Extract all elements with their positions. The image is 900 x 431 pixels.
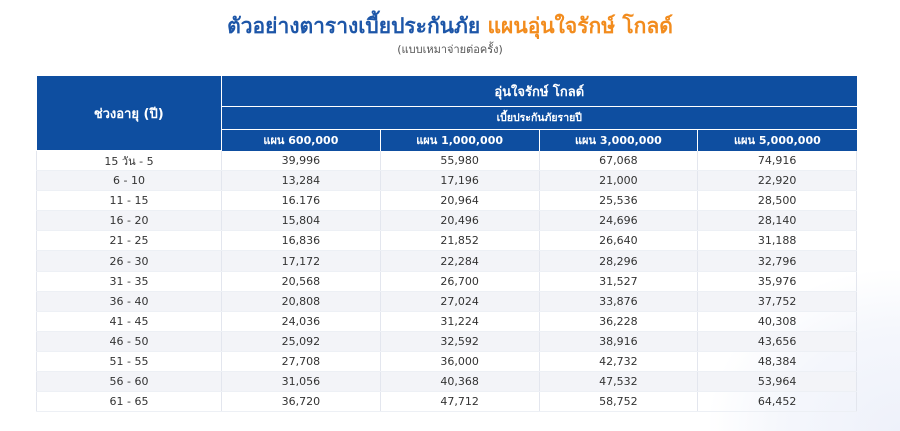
title-plan-name: แผนอุ่นใจรักษ์ โกลด์ <box>487 14 673 38</box>
premium-cell: 31,188 <box>697 230 857 252</box>
age-range-cell: 61 - 65 <box>36 391 222 413</box>
premium-cell: 13,284 <box>221 170 381 192</box>
premium-cell: 22,284 <box>380 250 540 272</box>
premium-cell: 33,876 <box>539 291 699 312</box>
age-range-cell: 46 - 50 <box>36 331 222 352</box>
premium-cell: 21,000 <box>539 170 699 192</box>
premium-cell: 36,000 <box>380 351 540 373</box>
table-row: 51 - 55 27,708 36,000 42,732 48,384 <box>36 351 857 373</box>
premium-cell: 28,296 <box>539 250 699 272</box>
premium-cell: 31,224 <box>380 311 540 332</box>
age-range-cell: 6 - 10 <box>36 170 222 192</box>
table-row: 61 - 65 36,720 47,712 58,752 64,452 <box>36 391 857 413</box>
age-range-cell: 26 - 30 <box>36 250 222 272</box>
premium-cell: 27,708 <box>221 351 381 373</box>
premium-cell: 24,696 <box>539 210 699 232</box>
premium-cell: 21,852 <box>380 230 540 252</box>
age-range-cell: 21 - 25 <box>36 230 222 252</box>
age-range-cell: 11 - 15 <box>36 190 222 212</box>
premium-cell: 67,068 <box>539 150 699 172</box>
premium-cell: 28,500 <box>697 190 857 212</box>
table-row: 26 - 30 17,172 22,284 28,296 32,796 <box>36 250 857 272</box>
premium-cell: 20,808 <box>221 291 381 312</box>
premium-cell: 26,640 <box>539 230 699 252</box>
table-header: ช่วงอายุ (ปี) อุ่นใจรักษ์ โกลด์ เบี้ยประ… <box>36 76 857 151</box>
premium-cell: 15,804 <box>221 210 381 232</box>
premium-cell: 22,920 <box>697 170 857 192</box>
table-body: 15 วัน - 5 39,996 55,980 67,068 74,916 6 - 10… <box>36 150 857 413</box>
premium-cell: 48,384 <box>697 351 857 373</box>
premium-cell: 47,712 <box>380 391 540 413</box>
age-range-cell: 41 - 45 <box>36 311 222 332</box>
premium-cell: 26,700 <box>380 271 540 292</box>
table-row: 6 - 10 13,284 17,196 21,000 22,920 <box>36 170 857 192</box>
table-row: 56 - 60 31,056 40,368 47,532 53,964 <box>36 371 857 393</box>
premium-cell: 43,656 <box>697 331 857 352</box>
title-main: ตัวอย่างตารางเบี้ยประกันภัย <box>227 14 481 38</box>
premium-cell: 74,916 <box>697 150 857 172</box>
premium-cell: 32,796 <box>697 250 857 272</box>
premium-cell: 31,527 <box>539 271 699 292</box>
premium-cell: 40,308 <box>697 311 857 332</box>
sum-insured-header: แผน 3,000,000 <box>538 128 699 151</box>
age-range-cell: 15 วัน - 5 <box>36 150 222 172</box>
age-range-cell: 16 - 20 <box>36 210 222 232</box>
premium-cell: 25,092 <box>221 331 381 352</box>
page-subtitle: (แบบเหมาจ่ายต่อครั้ง) <box>397 43 503 56</box>
premium-cell: 39,996 <box>221 150 381 172</box>
premium-cell: 24,036 <box>221 311 381 332</box>
premium-cell: 36,228 <box>539 311 699 332</box>
premium-cell: 58,752 <box>539 391 699 413</box>
premium-cell: 32,592 <box>380 331 540 352</box>
premium-cell: 42,732 <box>539 351 699 373</box>
premium-cell: 35,976 <box>697 271 857 292</box>
premium-table: ช่วงอายุ (ปี) อุ่นใจรักษ์ โกลด์ เบี้ยประ… <box>36 76 857 413</box>
table-row: 46 - 50 25,092 32,592 38,916 43,656 <box>36 331 857 352</box>
premium-cell: 16,836 <box>221 230 381 252</box>
premium-cell: 36,720 <box>221 391 381 413</box>
table-row: 21 - 25 16,836 21,852 26,640 31,188 <box>36 230 857 252</box>
premium-cell: 38,916 <box>539 331 699 352</box>
table-row: 11 - 15 16.176 20,964 25,536 28,500 <box>36 190 857 212</box>
premium-cell: 40,368 <box>380 371 540 393</box>
premium-cell: 37,752 <box>697 291 857 312</box>
age-range-cell: 36 - 40 <box>36 291 222 312</box>
premium-cell: 16.176 <box>221 190 381 212</box>
premium-cell: 28,140 <box>697 210 857 232</box>
premium-cell: 17,196 <box>380 170 540 192</box>
premium-cell: 31,056 <box>221 371 381 393</box>
sum-insured-header: แผน 5,000,000 <box>697 128 857 151</box>
age-range-header: ช่วงอายุ (ปี) <box>36 76 222 151</box>
plan-name-header: อุ่นใจรักษ์ โกลด์ <box>221 76 857 108</box>
premium-cell: 55,980 <box>380 150 540 172</box>
premium-cell: 20,964 <box>380 190 540 212</box>
sum-insured-header: แผน 1,000,000 <box>379 128 540 151</box>
premium-cell: 53,964 <box>697 371 857 393</box>
age-range-cell: 31 - 35 <box>36 271 222 292</box>
premium-cell: 20,568 <box>221 271 381 292</box>
premium-cell: 25,536 <box>539 190 699 212</box>
premium-cell: 27,024 <box>380 291 540 312</box>
annual-premium-header: เบี้ยประกันภัยรายปี <box>221 106 857 130</box>
page-title: ตัวอย่างตารางเบี้ยประกันภัย แผนอุ่นใจรัก… <box>0 12 900 40</box>
age-range-cell: 56 - 60 <box>36 371 222 393</box>
premium-cell: 17,172 <box>221 250 381 272</box>
table-row: 36 - 40 20,808 27,024 33,876 37,752 <box>36 291 857 312</box>
age-range-cell: 51 - 55 <box>36 351 222 373</box>
premium-cell: 47,532 <box>539 371 699 393</box>
premium-cell: 20,496 <box>380 210 540 232</box>
table-row: 41 - 45 24,036 31,224 36,228 40,308 <box>36 311 857 332</box>
table-row: 31 - 35 20,568 26,700 31,527 35,976 <box>36 271 857 292</box>
table-row: 16 - 20 15,804 20,496 24,696 28,140 <box>36 210 857 232</box>
table-row: 15 วัน - 5 39,996 55,980 67,068 74,916 <box>36 150 857 172</box>
sum-insured-header: แผน 600,000 <box>221 128 381 151</box>
premium-cell: 64,452 <box>697 391 857 413</box>
